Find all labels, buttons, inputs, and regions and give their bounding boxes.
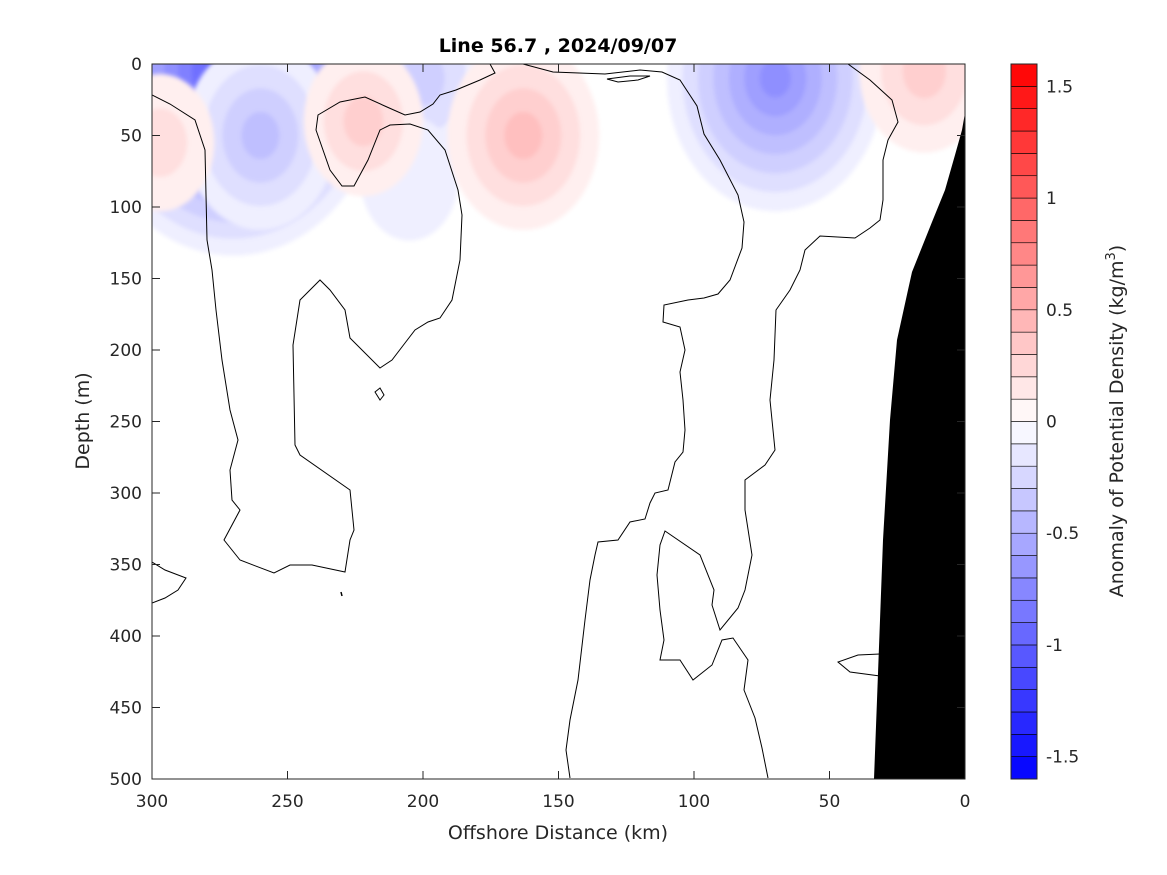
colorbar-step [1010,63,1038,87]
colorbar-label-close: ) [1106,245,1128,252]
anomaly-band [152,108,188,177]
colorbar-step [1010,622,1038,646]
colorbar-tick-label: 1.5 [1046,77,1073,97]
zero-contour [340,591,343,597]
x-tick-label: 50 [819,792,841,812]
zero-contour [522,64,745,779]
colorbar-step [1010,756,1038,780]
colorbar-step [1010,510,1038,534]
colorbar-step [1010,555,1038,579]
colorbar-step [1010,287,1038,311]
colorbar-step [1010,130,1038,154]
colorbar-step [1010,734,1038,757]
anomaly-band [241,111,280,160]
chart-title: Line 56.7 , 2024/09/07 [439,35,678,57]
zero-contour [656,64,899,779]
colorbar-step [1010,532,1038,556]
negative-anomaly-patch [184,64,337,230]
colorbar-step [1010,398,1038,422]
colorbar-label: Anomaly of Potential Density (kg/m3) [1104,245,1128,597]
colorbar-step [1010,309,1038,333]
y-tick-label: 200 [110,341,142,361]
colorbar-step [1010,331,1038,355]
plot-area [152,64,965,779]
zero-contours [152,64,899,779]
bathymetry-mask [874,113,965,779]
y-tick-label: 400 [110,627,142,647]
anomaly-band [902,64,947,99]
y-tick-label: 350 [110,556,142,576]
colorbar-tick-label: -0.5 [1046,524,1079,544]
zero-contour [152,64,496,574]
anomaly-band [504,111,543,160]
colorbar-step [1010,197,1038,221]
colorbar-step [1010,711,1038,735]
positive-anomaly-patch [859,64,965,153]
colorbar-tick-label: 1 [1046,189,1057,209]
x-tick-label: 150 [542,792,574,812]
colorbar-tick-label: -1 [1046,636,1063,656]
anomaly-band [343,96,384,147]
colorbar-step [1010,175,1038,199]
colorbar-tick-label: -1.5 [1046,748,1079,768]
y-tick-label: 300 [110,484,142,504]
colorbar-step [1010,488,1038,512]
colorbar-step [1010,153,1038,177]
y-tick-label: 150 [110,270,142,290]
y-axis: 0 50 100 150 200 250 300 350 400 450 500 [110,55,965,790]
anomaly-field [152,64,965,256]
y-tick-label: 50 [120,127,142,147]
positive-anomaly-patch [447,64,600,230]
x-tick-label: 200 [407,792,439,812]
colorbar-step [1010,577,1038,601]
x-axis: 300 250 200 150 100 50 0 [136,64,971,812]
y-tick-label: 100 [110,198,142,218]
colorbar-step [1010,443,1038,467]
colorbar-step [1010,689,1038,713]
positive-anomaly-patch [152,74,215,212]
colorbar-tick-label: 0 [1046,413,1057,433]
y-tick-label: 450 [110,699,142,719]
zero-contour [837,653,881,677]
colorbar-step [1010,421,1038,445]
colorbar-steps [1010,63,1038,780]
zero-contour [606,75,651,83]
x-tick-label: 300 [136,792,168,812]
colorbar-label-text: Anomaly of Potential Density (kg/m [1106,261,1128,598]
x-axis-label: Offshore Distance (km) [448,822,668,844]
colorbar-tick-label: 0.5 [1046,301,1073,321]
colorbar-step [1010,599,1038,623]
colorbar-step [1010,376,1038,400]
x-tick-label: 0 [960,792,971,812]
colorbar-ticks: 1.5 1 0.5 0 -0.5 -1 -1.5 [1046,77,1079,767]
colorbar-step [1010,644,1038,668]
positive-anomaly-patch [303,64,423,197]
colorbar-step [1010,242,1038,266]
colorbar-step [1010,264,1038,288]
y-tick-label: 500 [110,770,142,790]
colorbar: 1.5 1 0.5 0 -0.5 -1 -1.5 Anomaly of Potential … [1010,63,1128,780]
zero-contour [374,387,385,401]
colorbar-step [1010,86,1038,109]
y-tick-label: 250 [110,413,142,433]
y-tick-label: 0 [131,55,142,75]
negative-anomaly-patch [666,64,884,212]
x-tick-label: 100 [678,792,710,812]
x-tick-label: 250 [271,792,303,812]
anomaly-band [759,64,791,98]
colorbar-step [1010,220,1038,244]
y-axis-label: Depth (m) [72,372,94,469]
colorbar-step [1010,354,1038,378]
colorbar-frame [1010,63,1038,780]
colorbar-step [1010,666,1038,690]
colorbar-step [1010,465,1038,489]
colorbar-step [1010,108,1038,132]
colorbar-label-superscript: 3 [1104,252,1119,260]
zero-contour [152,561,187,604]
